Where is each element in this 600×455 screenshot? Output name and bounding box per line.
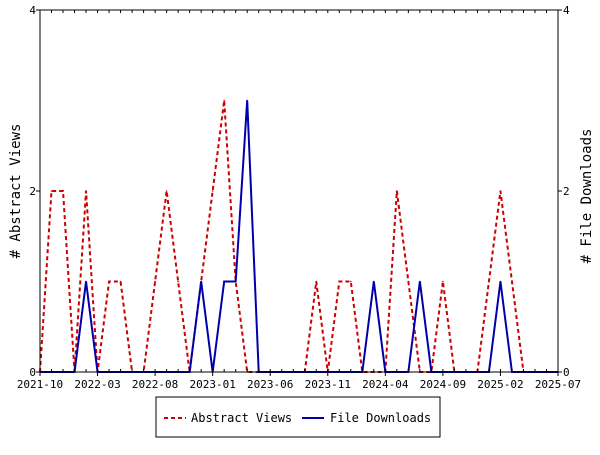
data-point-abstract-views bbox=[499, 190, 502, 192]
y2-axis-title: # File Downloads bbox=[579, 129, 595, 264]
data-point-abstract-views bbox=[488, 280, 490, 283]
x-tick-label: 2022-03 bbox=[74, 378, 120, 391]
data-point-file-downloads bbox=[223, 280, 225, 283]
data-point-abstract-views bbox=[177, 280, 179, 283]
legend-label-file-downloads: File Downloads bbox=[330, 411, 431, 425]
data-point-file-downloads bbox=[85, 280, 87, 283]
x-tick-label: 2025-02 bbox=[477, 378, 523, 391]
x-tick-label: 2025-07 bbox=[535, 378, 581, 391]
data-point-abstract-views bbox=[315, 280, 318, 283]
data-point-file-downloads bbox=[234, 280, 237, 283]
data-point-file-downloads bbox=[373, 280, 375, 283]
plot-area bbox=[39, 99, 559, 373]
data-point-abstract-views bbox=[338, 280, 341, 283]
x-tick-label: 2023-01 bbox=[189, 378, 235, 391]
data-point-abstract-views bbox=[211, 190, 214, 192]
x-tick-label: 2023-11 bbox=[305, 378, 351, 391]
data-point-abstract-views bbox=[396, 190, 398, 192]
plot-frame bbox=[39, 9, 559, 373]
data-point-abstract-views bbox=[119, 280, 122, 283]
data-point-file-downloads bbox=[246, 99, 248, 102]
x-tick-label: 2024-09 bbox=[420, 378, 466, 391]
legend-frame bbox=[155, 396, 441, 438]
y-tick-label: 4 bbox=[29, 4, 36, 17]
y2-tick-label: 0 bbox=[563, 366, 570, 379]
data-point-abstract-views bbox=[511, 280, 513, 283]
data-point-abstract-views bbox=[62, 190, 64, 192]
data-point-abstract-views bbox=[85, 190, 87, 192]
data-point-abstract-views bbox=[108, 280, 110, 283]
series-line-abstract-views bbox=[39, 100, 558, 373]
data-point-abstract-views bbox=[442, 280, 444, 283]
y-tick-label: 0 bbox=[29, 366, 36, 379]
data-point-abstract-views bbox=[350, 280, 352, 283]
y2-tick-label: 2 bbox=[563, 185, 570, 198]
data-point-abstract-views bbox=[407, 280, 410, 283]
data-point-abstract-views bbox=[223, 99, 225, 102]
x-tick-label: 2024-04 bbox=[362, 378, 409, 391]
data-point-file-downloads bbox=[200, 280, 202, 283]
x-tick-label: 2023-06 bbox=[247, 378, 293, 391]
data-point-file-downloads bbox=[499, 280, 502, 283]
data-point-abstract-views bbox=[165, 190, 168, 192]
legend: Abstract Views File Downloads bbox=[155, 396, 441, 438]
x-tick-label: 2022-08 bbox=[132, 378, 178, 391]
y-axis-title: # Abstract Views bbox=[8, 124, 24, 259]
data-point-abstract-views bbox=[154, 280, 156, 283]
legend-label-abstract-views: Abstract Views bbox=[191, 411, 292, 425]
data-point-file-downloads bbox=[419, 280, 421, 283]
series-line-file-downloads bbox=[40, 100, 558, 373]
x-tick-label: 2021-10 bbox=[17, 378, 63, 391]
data-point-abstract-views bbox=[50, 190, 53, 192]
y-tick-label: 2 bbox=[29, 185, 36, 198]
y2-tick-label: 4 bbox=[563, 4, 570, 17]
